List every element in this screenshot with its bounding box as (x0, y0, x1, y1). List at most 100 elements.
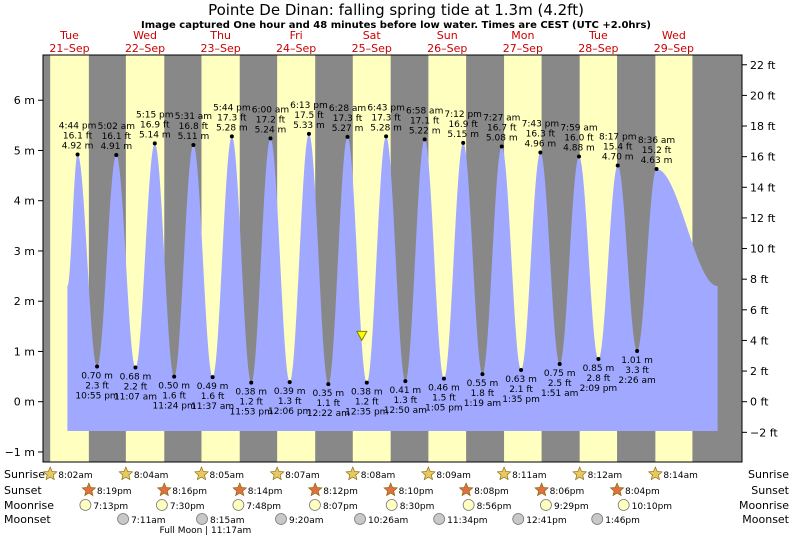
day-date: 28–Sep (578, 42, 618, 55)
moonset-icon (591, 513, 604, 525)
moonrise-time: 7:30pm (170, 502, 205, 512)
low-tide-point (210, 375, 215, 380)
y-left-tick-label: 0 m (14, 396, 35, 409)
moonrise-time: 7:13pm (93, 502, 128, 512)
y-right-tick-label: 20 ft (750, 89, 776, 102)
low-tide-point (403, 379, 408, 384)
sunset-time: 8:14pm (248, 487, 283, 497)
low-tide-point (133, 365, 138, 370)
sunrise-time: 8:14am (663, 471, 698, 481)
moonset-icon (117, 513, 129, 525)
sunrise-label-right: Sunrise (748, 468, 789, 481)
moonrise-icon (309, 499, 321, 511)
low-tide-feet: 1.1 ft (316, 399, 340, 409)
moonrise-time: 8:07pm (323, 502, 358, 512)
moonrise-icon (462, 499, 475, 511)
high-tide-meters: 4.96 m (525, 139, 557, 149)
low-tide-point (172, 374, 177, 379)
high-tide-point (384, 134, 389, 139)
low-tide-time: 1:35 pm (502, 395, 540, 405)
star-icon (420, 466, 436, 481)
low-tide-feet: 1.2 ft (239, 398, 263, 408)
moonset-icon (275, 513, 287, 525)
low-tide-meters: 1.01 m (621, 356, 653, 366)
high-tide-time: 6:43 pm (367, 103, 405, 113)
low-tide-point (326, 382, 331, 387)
high-tide-meters: 5.28 m (370, 123, 402, 133)
moonset-time: 11:34pm (447, 516, 487, 526)
moonrise-icon (79, 499, 92, 511)
star-icon (269, 466, 285, 481)
high-tide-feet: 17.1 ft (410, 116, 440, 126)
star-icon (496, 466, 512, 481)
day-date: 23–Sep (200, 42, 240, 55)
moonrise-time: 8:56pm (477, 502, 512, 512)
low-tide-feet: 2.1 ft (509, 385, 533, 395)
low-tide-feet: 2.8 ft (587, 374, 611, 384)
low-tide-point (364, 380, 369, 385)
high-tide-meters: 5.14 m (139, 130, 171, 140)
moonset-time: 10:26am (368, 516, 408, 526)
low-tide-point (635, 348, 640, 353)
moonset-icon (433, 513, 446, 525)
low-tide-feet: 1.6 ft (201, 392, 225, 402)
y-left-tick-label: 3 m (14, 245, 35, 258)
star-icon (345, 466, 361, 481)
low-tide-time: 12:35 pm (345, 408, 388, 418)
moonrise-time: 9:29pm (554, 502, 589, 512)
high-tide-meters: 4.70 m (602, 153, 634, 163)
day-name: Sun (437, 29, 458, 42)
star-icon (81, 482, 97, 497)
high-tide-point (191, 142, 196, 147)
high-tide-time: 7:59 am (560, 123, 597, 133)
high-tide-time: 8:36 am (638, 136, 675, 146)
sunrise-time: 8:05am (209, 471, 244, 481)
moonset-time: 1:46pm (605, 516, 640, 526)
low-tide-time: 11:24 pm (153, 402, 196, 412)
high-tide-time: 4:44 pm (59, 121, 97, 131)
low-tide-point (249, 380, 254, 385)
moonset-label-left: Moonset (4, 513, 51, 526)
star-icon (534, 482, 549, 497)
low-tide-meters: 0.46 m (428, 384, 460, 394)
high-tide-time: 5:15 pm (136, 110, 174, 120)
sunset-label-right: Sunset (751, 484, 789, 497)
high-tide-point (538, 150, 543, 155)
low-tide-point (596, 356, 601, 361)
low-tide-point (287, 380, 292, 385)
low-tide-meters: 0.75 m (544, 369, 576, 379)
high-tide-feet: 15.2 ft (642, 146, 672, 156)
moonrise-time: 8:30pm (400, 502, 435, 512)
day-date: 25–Sep (352, 42, 392, 55)
high-tide-meters: 5.33 m (293, 121, 325, 131)
moonrise-label-left: Moonrise (4, 499, 54, 512)
low-tide-meters: 0.55 m (467, 379, 499, 389)
high-tide-time: 6:28 am (329, 104, 366, 114)
day-date: 22–Sep (125, 42, 165, 55)
star-icon (118, 466, 134, 481)
low-tide-feet: 2.5 ft (548, 379, 572, 389)
high-tide-time: 6:13 pm (290, 101, 328, 111)
y-right-tick-label: 4 ft (750, 334, 769, 347)
day-name: Tue (59, 29, 79, 42)
day-name: Wed (662, 29, 686, 42)
low-tide-meters: 0.39 m (274, 387, 306, 397)
moonrise-icon (540, 499, 552, 511)
moonset-time: 12:41pm (526, 516, 566, 526)
low-tide-feet: 1.3 ft (393, 396, 417, 406)
low-tide-meters: 0.41 m (390, 386, 422, 396)
low-tide-feet: 2.2 ft (124, 383, 148, 393)
low-tide-meters: 0.35 m (312, 389, 344, 399)
moonrise-icon (385, 499, 398, 511)
star-icon (156, 482, 172, 497)
high-tide-meters: 5.28 m (216, 123, 248, 133)
chart-subtitle: Image captured One hour and 48 minutes b… (141, 20, 651, 31)
sunset-time: 8:04pm (625, 487, 660, 497)
high-tide-meters: 4.91 m (100, 142, 132, 152)
moonset-label-right: Moonset (742, 513, 789, 526)
high-tide-time: 6:00 am (252, 105, 289, 115)
y-left-tick-label: 2 m (14, 295, 35, 308)
low-tide-feet: 1.2 ft (355, 398, 379, 408)
day-name: Mon (511, 29, 534, 42)
